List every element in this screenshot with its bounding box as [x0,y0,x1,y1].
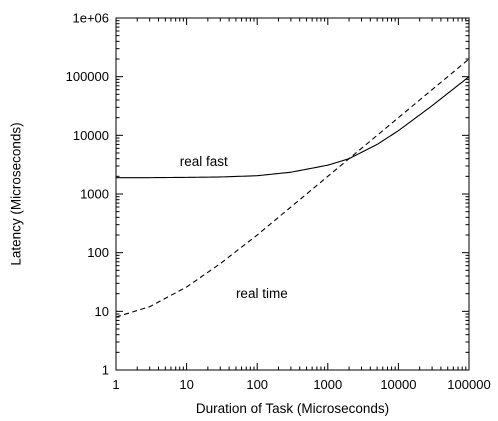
y-tick-label: 10 [95,304,109,319]
x-tick-label: 10 [179,377,193,392]
annotation-real-time: real time [236,286,288,301]
y-tick-label: 100 [87,245,109,260]
y-tick-label: 100000 [66,69,109,84]
chart-labels: Duration of Task (Microseconds) Latency … [9,122,390,416]
x-tick-label: 1000 [313,377,342,392]
x-axis-title: Duration of Task (Microseconds) [196,401,389,416]
plot-frame [115,17,470,371]
x-tick-label: 100 [246,377,268,392]
y-tick-label: 1 [102,363,109,378]
y-tick-label: 1e+06 [72,11,109,26]
y-axis-title: Latency (Microseconds) [9,122,24,265]
annotation-real-fast: real fast [180,154,228,169]
y-tick-label: 1000 [80,187,109,202]
x-tick-label: 10000 [380,377,416,392]
series-line-real-fast [116,76,470,179]
y-tick-label: 10000 [73,128,109,143]
x-tick-label: 1 [112,377,119,392]
series-lines: real fast real time [115,58,470,318]
series-line-real-time [115,58,470,318]
x-tick-label: 100000 [447,377,490,392]
axes: 1 10 100 1000 10000 100000 1 10 100 1000 10000 1000… [66,11,491,393]
